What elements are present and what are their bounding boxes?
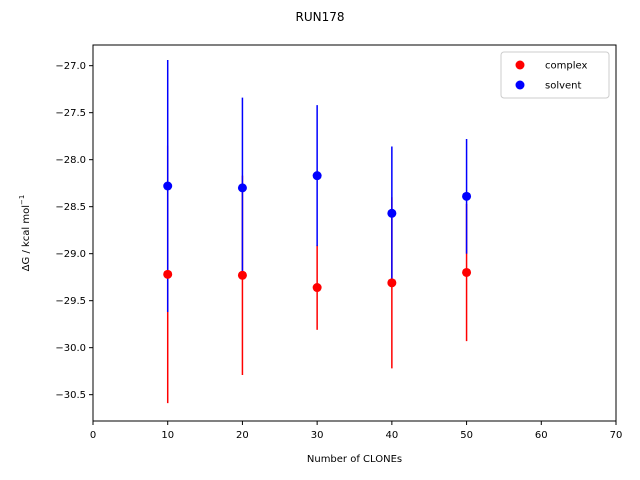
x-tick-label: 50	[460, 430, 473, 441]
complex-point	[237, 270, 247, 280]
legend-label-complex: complex	[545, 61, 587, 72]
y-tick-label: −28.5	[55, 202, 86, 213]
y-tick-label: −29.0	[55, 249, 86, 260]
legend: complex solvent	[500, 51, 610, 99]
y-axis-label: ΔG / kcal mol−1	[18, 195, 32, 272]
x-tick-label: 20	[236, 430, 249, 441]
y-axis-ticks: −30.5 −30.0 −29.5 −29.0 −28.5 −28.0 −27.5 −27.0	[55, 61, 93, 401]
y-tick-label: −27.0	[55, 61, 86, 72]
x-tick-label: 60	[535, 430, 548, 441]
x-axis-ticks: 0 10 20 30 40 50 60 70	[90, 421, 623, 441]
solvent-point	[163, 181, 173, 191]
solvent-point	[387, 208, 397, 218]
x-tick-label: 70	[610, 430, 623, 441]
x-tick-label: 40	[385, 430, 398, 441]
y-tick-label: −30.0	[55, 343, 86, 354]
x-tick-label: 10	[161, 430, 174, 441]
data-points	[163, 171, 472, 293]
legend-marker-complex	[515, 60, 525, 70]
chart-title: RUN178	[295, 10, 344, 24]
y-tick-label: −28.0	[55, 155, 86, 166]
complex-point	[163, 269, 173, 279]
complex-point	[462, 267, 472, 277]
x-axis-label: Number of CLONEs	[307, 454, 402, 465]
y-tick-label: −30.5	[55, 390, 86, 401]
legend-marker-solvent	[515, 80, 525, 90]
solvent-point	[462, 191, 472, 201]
y-tick-label: −27.5	[55, 108, 86, 119]
y-axis-label-superscript: −1	[18, 195, 26, 205]
legend-label-solvent: solvent	[545, 81, 582, 92]
y-axis-label-main: ΔG / kcal mol	[21, 205, 32, 271]
complex-point	[387, 278, 397, 288]
x-tick-label: 0	[90, 430, 96, 441]
y-tick-label: −29.5	[55, 296, 86, 307]
x-tick-label: 30	[311, 430, 324, 441]
axes-frame	[92, 44, 617, 422]
complex-point	[312, 283, 322, 293]
solvent-point	[312, 171, 322, 181]
error-bars	[166, 60, 468, 404]
solvent-point	[237, 183, 247, 193]
legend-box	[500, 51, 610, 99]
